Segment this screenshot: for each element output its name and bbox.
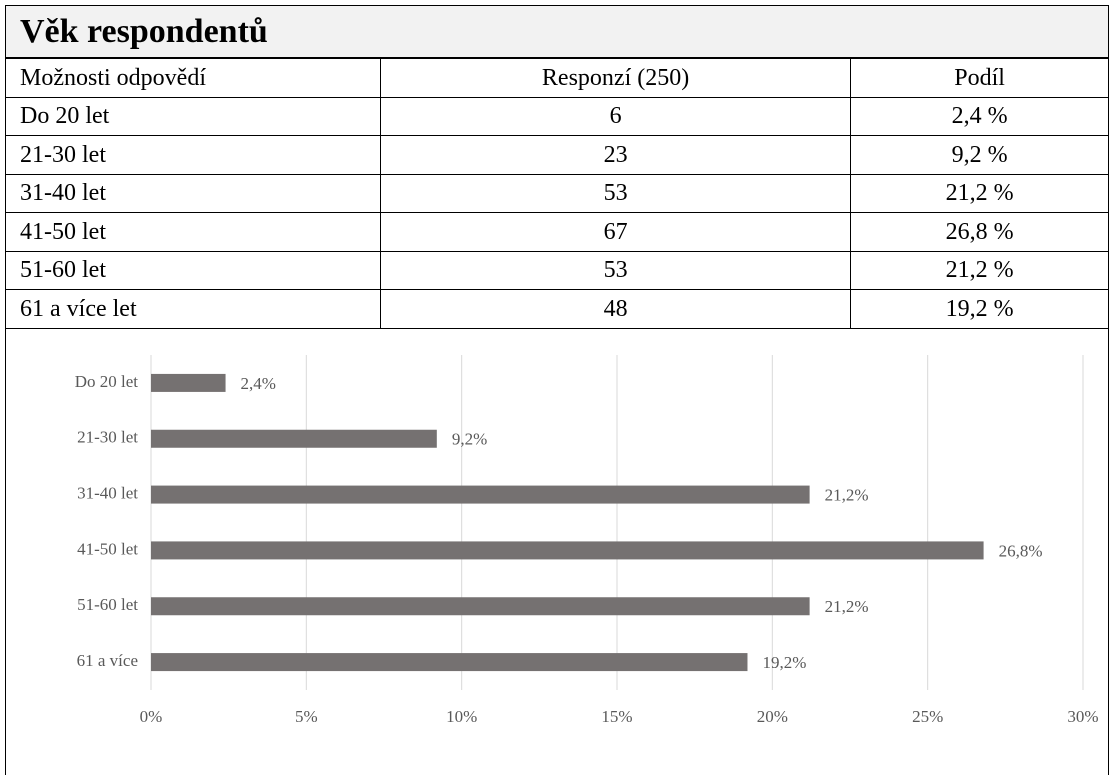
table-row: Do 20 let 6 2,4 % <box>6 96 1108 136</box>
x-tick-label: 20% <box>757 707 788 726</box>
data-label: 21,2% <box>825 597 869 616</box>
bar <box>151 373 226 392</box>
y-tick-label: Do 20 let <box>75 372 139 391</box>
bar <box>151 485 810 504</box>
table-cell: 21,2 % <box>850 173 1108 213</box>
y-tick-label: 41-50 let <box>77 539 138 558</box>
table-cell: Podíl <box>850 58 1108 98</box>
table-cell: 48 <box>379 289 852 329</box>
bar <box>151 597 810 616</box>
data-label: 26,8% <box>999 541 1043 560</box>
table-cell: 9,2 % <box>850 135 1108 175</box>
table-header: Možnosti odpovědí Responzí (250) Podíl <box>6 58 1108 98</box>
table-cell: 67 <box>379 212 852 252</box>
table-cell: Možnosti odpovědí <box>6 58 381 98</box>
x-tick-label: 0% <box>140 707 163 726</box>
bar <box>151 429 437 448</box>
y-tick-label: 61 a více <box>77 651 138 670</box>
table-cell: 21,2 % <box>850 250 1108 290</box>
table-row: 41-50 let 67 26,8 % <box>6 212 1108 252</box>
table-row: 21-30 let 23 9,2 % <box>6 135 1108 175</box>
data-label: 2,4% <box>241 374 276 393</box>
x-tick-label: 25% <box>912 707 943 726</box>
y-tick-label: 51-60 let <box>77 595 138 614</box>
table-cell: 41-50 let <box>6 212 381 252</box>
y-tick-label: 31-40 let <box>77 483 138 502</box>
x-tick-label: 10% <box>446 707 477 726</box>
x-tick-label: 30% <box>1067 707 1098 726</box>
table-cell: Responzí (250) <box>379 58 852 98</box>
bar <box>151 653 748 672</box>
y-tick-label: 21-30 let <box>77 428 138 447</box>
data-label: 19,2% <box>762 653 806 672</box>
table-cell: 21-30 let <box>6 135 381 175</box>
x-tick-label: 15% <box>601 707 632 726</box>
table-cell: 61 a více let <box>6 289 381 329</box>
table-row: 61 a více let 48 19,2 % <box>6 289 1108 329</box>
table-title: Věk respondentů <box>6 6 1108 58</box>
table-cell: 19,2 % <box>850 289 1108 329</box>
table-cell: 53 <box>379 173 852 213</box>
document-frame: Věk respondentů Možnosti odpovědí Responz… <box>5 5 1109 775</box>
bar <box>151 541 984 560</box>
table-cell: 2,4 % <box>850 96 1108 136</box>
table: Možnosti odpovědí Responzí (250) Podíl Do 2… <box>6 58 1108 329</box>
data-label: 9,2% <box>452 430 487 449</box>
x-tick-label: 5% <box>295 707 318 726</box>
table-cell: Do 20 let <box>6 96 381 136</box>
data-label: 21,2% <box>825 485 869 504</box>
table-cell: 23 <box>379 135 852 175</box>
